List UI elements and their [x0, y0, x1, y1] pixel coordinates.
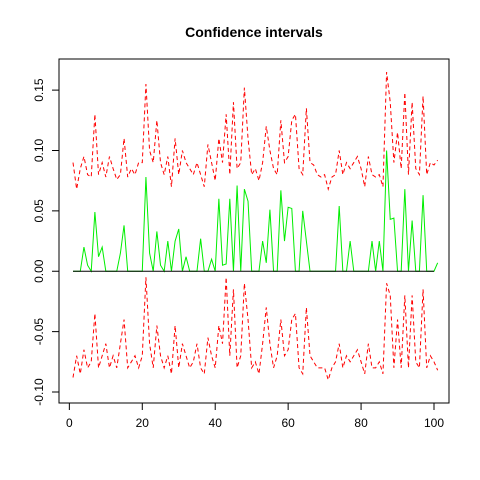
x-tick-label: 60 [281, 416, 295, 430]
x-tick-label: 100 [424, 416, 444, 430]
y-tick-label: 0.05 [32, 199, 46, 223]
y-tick-label: 0.15 [32, 78, 46, 102]
x-tick-label: 40 [209, 416, 223, 430]
x-tick-label: 0 [66, 416, 73, 430]
y-tick-label: 0.10 [32, 138, 46, 162]
x-tick-label: 20 [136, 416, 150, 430]
y-tick-label: -0.05 [32, 318, 46, 346]
y-tick-label: -0.10 [32, 378, 46, 406]
y-tick-label: 0.00 [32, 259, 46, 283]
x-tick-label: 80 [354, 416, 368, 430]
chart-title: Confidence intervals [185, 24, 323, 40]
